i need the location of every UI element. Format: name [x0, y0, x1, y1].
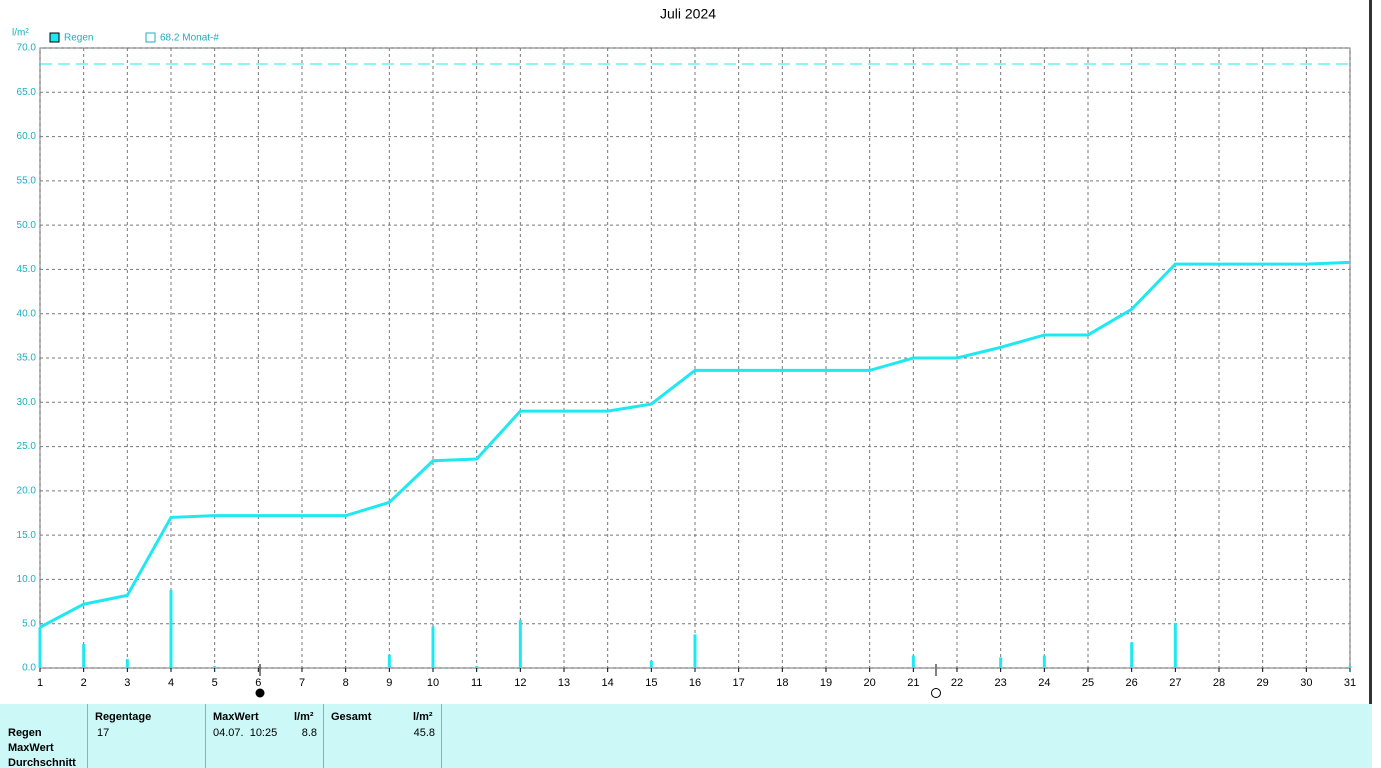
x-tick-label: 19	[820, 677, 832, 689]
y-tick-label: 70.0	[17, 43, 37, 54]
x-tick-label: 7	[299, 677, 305, 689]
x-tick-label: 31	[1344, 677, 1356, 689]
x-tick-label: 6	[255, 677, 261, 689]
x-tick-label: 16	[689, 677, 701, 689]
header: l/m²	[413, 711, 433, 723]
bar	[518, 620, 522, 668]
header: Regentage	[95, 711, 152, 723]
line	[39, 260, 1351, 629]
bar	[38, 627, 42, 668]
x-tick-label: 27	[1169, 677, 1181, 689]
x-tick-label: 10	[427, 677, 439, 689]
y-tick-label: 45.0	[17, 264, 37, 275]
cell: 45.8	[413, 727, 435, 739]
bar	[125, 659, 129, 668]
x-tick-label: 18	[776, 677, 788, 689]
y-tick-label: 60.0	[17, 131, 37, 142]
new-moon-icon	[255, 688, 265, 698]
x-tick-label: 15	[645, 677, 657, 689]
header: Gesamt	[331, 711, 372, 723]
bar	[1130, 642, 1134, 668]
bar	[649, 660, 653, 668]
y-tick-label: 30.0	[17, 397, 37, 408]
bar	[1348, 666, 1352, 668]
y-tick-label: 35.0	[17, 353, 37, 364]
x-tick-label: 4	[168, 677, 174, 689]
legend-swatch	[145, 32, 156, 43]
legend-swatch	[49, 32, 60, 43]
x-tick-label: 13	[558, 677, 570, 689]
chart-title: Juli 2024	[660, 6, 716, 22]
bar	[169, 590, 173, 668]
header: MaxWert	[213, 711, 259, 723]
x-tick-label: 2	[81, 677, 87, 689]
row-label: Regen	[8, 727, 42, 739]
x-tick-label: 24	[1038, 677, 1050, 689]
y-tick-label: 10.0	[17, 574, 37, 585]
y-tick-label: 15.0	[17, 530, 37, 541]
y-tick-label: 65.0	[17, 87, 37, 98]
x-tick-label: 3	[124, 677, 130, 689]
x-tick-label: 20	[864, 677, 876, 689]
bar	[213, 666, 217, 668]
row-label: MaxWert	[8, 742, 54, 754]
x-tick-label: 28	[1213, 677, 1225, 689]
x-tick-label: 1	[37, 677, 43, 689]
x-tick-label: 22	[951, 677, 963, 689]
summary-table: Regentage MaxWert l/m² Gesamt l/m² Regen…	[0, 704, 1372, 768]
column-separator	[323, 704, 324, 768]
bar	[911, 655, 915, 668]
column-separator	[205, 704, 206, 768]
bar	[1173, 622, 1177, 668]
x-tick-label: 30	[1300, 677, 1312, 689]
window-edge	[1369, 0, 1372, 704]
bar	[431, 626, 435, 668]
x-tick-label: 12	[514, 677, 526, 689]
legend-label: Regen	[64, 33, 93, 44]
x-tick-label: 5	[212, 677, 218, 689]
x-tick-label: 14	[602, 677, 614, 689]
cell: 8.8	[301, 727, 317, 739]
bar	[1042, 655, 1046, 668]
bar	[82, 644, 86, 668]
column-separator	[87, 704, 88, 768]
x-tick-label: 8	[343, 677, 349, 689]
x-tick-label: 17	[733, 677, 745, 689]
y-tick-label: 25.0	[17, 441, 37, 452]
x-tick-label: 21	[907, 677, 919, 689]
y-tick-label: 0.0	[22, 663, 36, 674]
bar	[387, 654, 391, 668]
x-tick-label: 26	[1126, 677, 1138, 689]
legend-label: 68.2 Monat-#	[160, 33, 219, 44]
column-separator	[441, 704, 442, 768]
cell: 04.07. 10:25	[213, 727, 278, 739]
header: l/m²	[294, 711, 314, 723]
x-tick-label: 25	[1082, 677, 1094, 689]
row-label: Durchschnitt	[8, 757, 76, 768]
x-tick-label: 23	[995, 677, 1007, 689]
cell: 17	[97, 727, 110, 739]
bar	[693, 634, 697, 668]
y-tick-label: 55.0	[17, 175, 37, 186]
y-axis-label: l/m²	[12, 28, 29, 39]
bar	[475, 666, 479, 668]
x-tick-label: 9	[386, 677, 392, 689]
y-tick-label: 5.0	[22, 618, 36, 629]
y-tick-label: 20.0	[17, 485, 37, 496]
bar	[999, 657, 1003, 668]
y-tick-label: 40.0	[17, 308, 37, 319]
y-tick-label: 50.0	[17, 220, 37, 231]
x-tick-label: 29	[1257, 677, 1269, 689]
full-moon-icon	[931, 688, 941, 698]
chart: Juli 2024 l/m² Regen 68.2 Monat-# 0.0 5.0…	[12, 0, 1372, 704]
x-tick-label: 11	[471, 677, 482, 689]
